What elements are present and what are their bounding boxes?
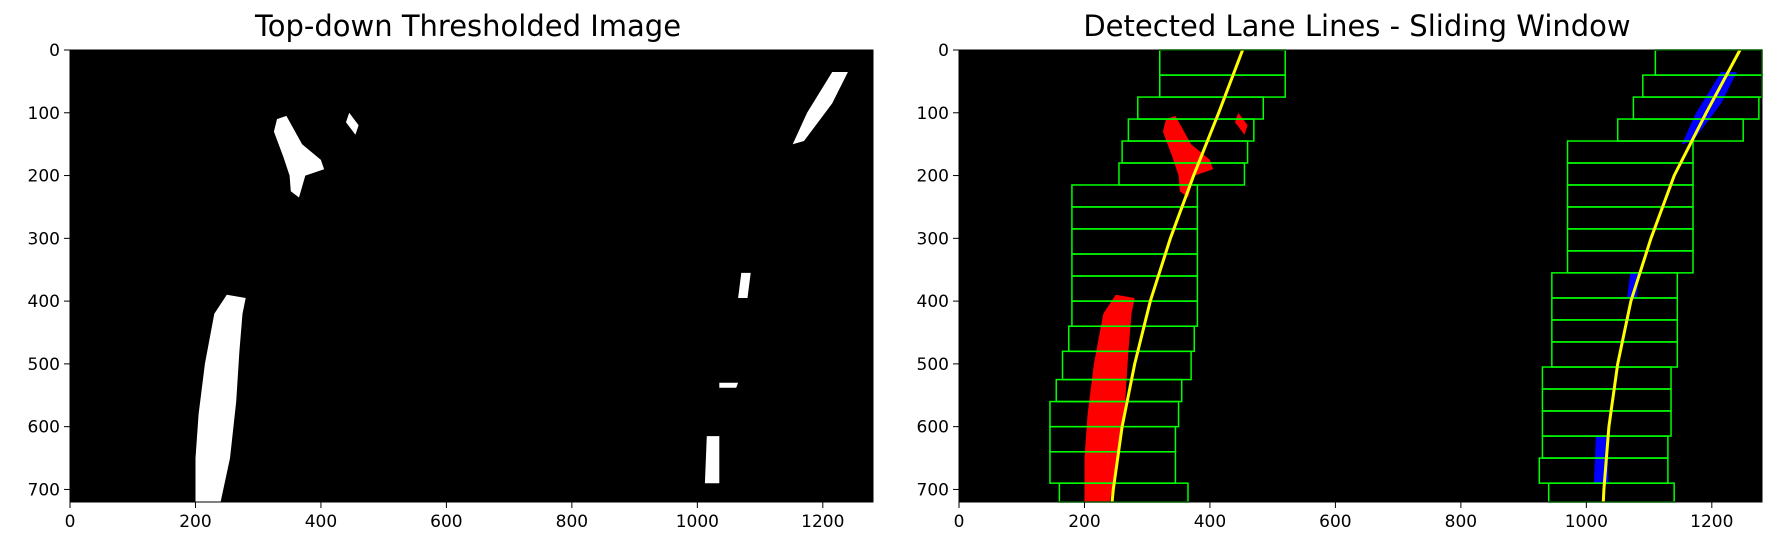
white-lane-pixels [195,72,848,502]
lane-pixel-blob [719,382,739,388]
panel-title: Top-down Thresholded Image [254,9,681,43]
lane-pixel-blob [738,272,751,298]
axes: 0 200 400 600 800 1000 1200 0 100 200 300 400 500 600… [917,41,1763,532]
y-tick-label: 400 [28,292,60,312]
left-lane-pixels [1084,112,1248,502]
y-tick-label: 0 [49,41,60,61]
x-tick-label: 1000 [1565,512,1608,532]
left-lane-pixel-blob [1084,294,1135,502]
axes: 0 200 400 600 800 1000 1200 0 100 200 300 400 500 600… [28,41,874,532]
y-tick-label: 100 [28,104,60,124]
right-fit-line [1601,49,1742,503]
y-tick-label: 0 [938,41,949,61]
polynomial-fits [1110,49,1742,503]
y-tick-label: 500 [28,355,60,375]
y-tick-label: 600 [917,418,949,438]
y-tick-label: 600 [28,418,60,438]
sliding-window-panel: Detected Lane Lines - Sliding Window 0 20… [917,9,1763,532]
left-lane-pixel-blob [1235,112,1248,135]
y-tick-label: 700 [28,480,60,500]
x-tick-label: 600 [430,512,462,532]
left-fit-line [1110,49,1245,503]
x-tick-label: 600 [1319,512,1351,532]
left-lane-pixel-blob [1162,115,1214,198]
x-tick-label: 1000 [676,512,719,532]
thresholded-image-panel: Top-down Thresholded Image 0 200 400 600 800… [28,9,874,532]
x-tick-label: 200 [179,512,211,532]
y-tick-label: 100 [917,104,949,124]
y-tick-label: 500 [917,355,949,375]
image-area [70,50,873,502]
lane-pixel-blob [792,72,848,145]
y-tick-label: 300 [917,229,949,249]
x-tick-label: 400 [305,512,337,532]
y-tick-label: 200 [28,167,60,187]
x-tick-label: 0 [954,512,965,532]
y-tick-label: 300 [28,229,60,249]
x-tick-label: 0 [65,512,76,532]
lane-pixel-blob [273,115,325,198]
lane-pixel-blob [195,294,246,502]
panel-title: Detected Lane Lines - Sliding Window [1083,9,1630,43]
x-tick-label: 800 [1445,512,1477,532]
y-tick-label: 400 [917,292,949,312]
axes-frame [69,49,874,503]
y-tick-label: 200 [917,167,949,187]
y-tick-label: 700 [917,480,949,500]
x-tick-label: 1200 [1690,512,1733,532]
x-tick-label: 800 [556,512,588,532]
sliding-windows [1049,49,1763,503]
lane-pixel-blob [346,112,359,135]
lane-pixel-blob [704,436,720,484]
x-tick-label: 400 [1194,512,1226,532]
x-tick-label: 200 [1068,512,1100,532]
x-tick-label: 1200 [801,512,844,532]
axes-frame [958,49,1763,503]
